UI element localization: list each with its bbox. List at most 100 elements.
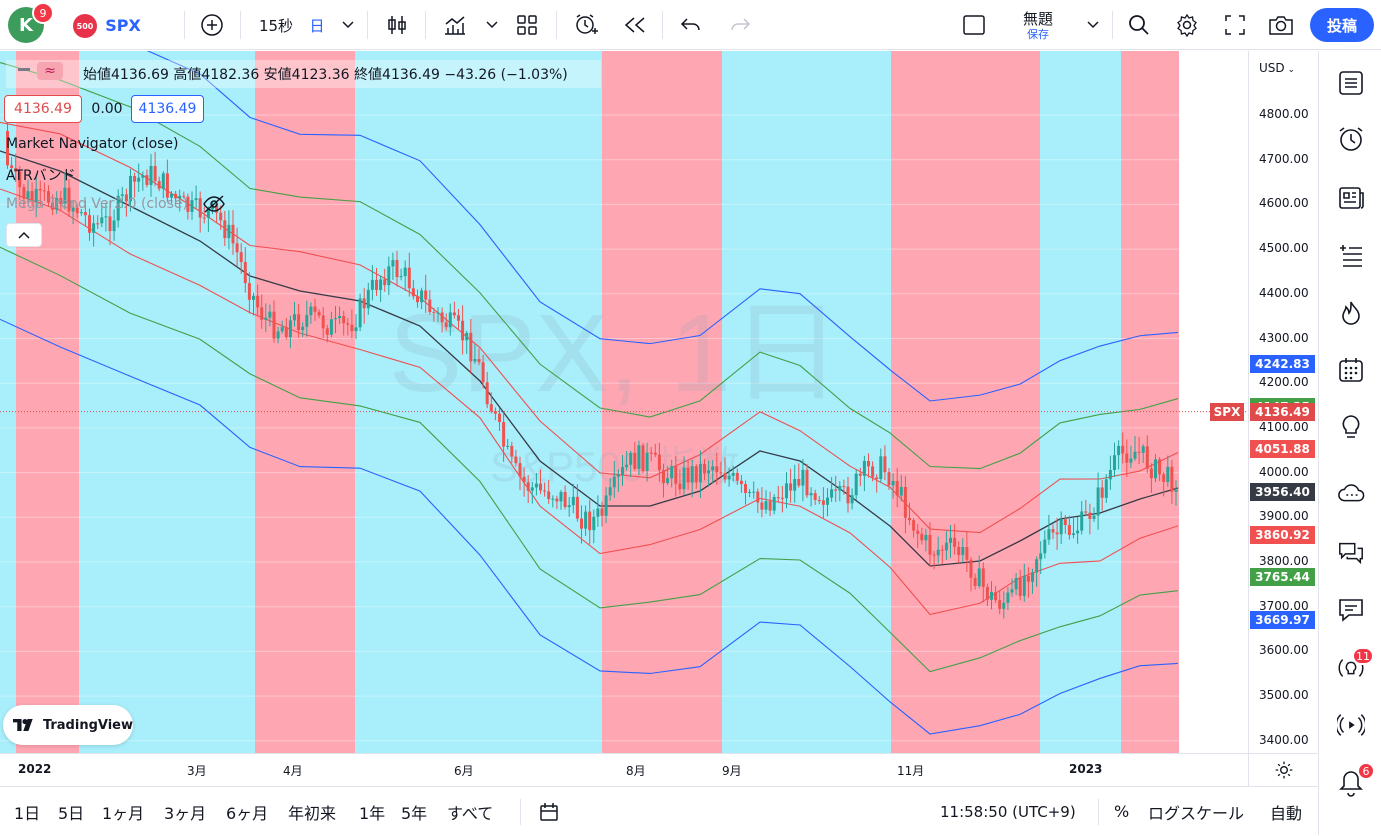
replay-icon[interactable] [620,0,650,50]
candle-body [1072,533,1075,535]
watchlist-icon[interactable] [1337,69,1365,97]
time-axis[interactable]: 2022 3月 4月 6月 8月 9月 11月 2023 [0,753,1318,786]
price-axis[interactable]: USD ⌄ 4800.00 4700.00 4600.00 4500.00 4400.0… [1248,51,1318,753]
layout-name-button[interactable]: 無題 保存 [1010,0,1066,50]
price-tick: 4700.00 [1259,151,1309,166]
currency-selector[interactable]: USD ⌄ [1259,61,1295,75]
trend-zones [0,51,1179,753]
candle-body [1035,559,1039,573]
candle-body [949,537,952,543]
layout-checkbox-icon[interactable] [960,0,988,50]
notifications-bell-icon[interactable] [1337,769,1365,797]
candle-body [329,319,333,335]
log-scale-toggle[interactable]: ログスケール [1148,803,1245,823]
interval-day-button[interactable]: 日 [309,16,325,35]
candle-body [403,267,407,277]
candle-body [338,315,342,319]
search-icon[interactable] [1124,0,1154,50]
candle-body [51,202,55,210]
candle-body [235,243,239,253]
candle-body [711,466,715,471]
candle-body [748,492,752,494]
wave-icon[interactable]: ≈ [37,62,63,80]
range-1m[interactable]: 1ヶ月 [102,803,145,823]
candle-body [420,290,424,303]
candle-body [1174,489,1178,492]
candle-body [284,327,288,338]
indicators-icon[interactable] [440,0,470,50]
percent-toggle[interactable]: % [1114,802,1130,821]
candle-body [1092,515,1096,519]
indicator-mega-trend[interactable]: Mega Trend Ver2.0 (close) [6,196,188,212]
alarm-clock-icon[interactable] [1337,125,1365,153]
chevron-down-icon[interactable] [1083,0,1103,50]
interval-15s-button[interactable]: 15秒 [258,16,294,35]
symbol-search-button[interactable]: SPX [105,15,141,35]
candle-body [834,489,838,491]
range-all[interactable]: すべて [447,803,494,823]
range-1d[interactable]: 1日 [14,803,41,823]
atr-lower-inner [0,188,1179,616]
chevron-down-icon[interactable] [482,0,502,50]
camera-icon[interactable] [1266,0,1296,50]
candle-body [366,289,370,309]
redo-icon[interactable] [727,0,753,50]
candle-body [854,473,858,496]
broadcast-play-icon[interactable] [1337,711,1365,739]
price-box-buy[interactable]: 4136.49 [131,95,204,123]
indicator-market-navigator[interactable]: Market Navigator (close) [6,136,179,152]
compare-add-icon[interactable] [197,0,227,50]
range-3m[interactable]: 3ヶ月 [164,803,207,823]
price-box-sell[interactable]: 4136.49 [4,95,82,123]
message-icon[interactable] [1337,596,1365,624]
range-6m[interactable]: 6ヶ月 [226,803,269,823]
publish-button[interactable]: 投稿 [1310,8,1374,42]
candle-body [994,591,998,601]
price-chart[interactable]: SPX, 1日 S&P500 指数 [0,51,1248,753]
eye-hidden-icon[interactable] [202,194,230,216]
alert-add-icon[interactable] [571,0,601,50]
candle-body [662,470,665,484]
chevron-up-icon [18,231,30,239]
goto-date-icon[interactable] [538,787,560,836]
layout-grid-icon[interactable] [513,0,541,50]
calendar-icon[interactable] [1337,356,1365,384]
price-tick: 3800.00 [1259,554,1309,568]
price-tick: 3700.00 [1259,598,1309,613]
price-tick: 4300.00 [1259,330,1309,345]
candle-body [731,472,735,476]
add-list-icon[interactable] [1337,242,1365,270]
collapse-legend-button[interactable] [6,223,42,247]
candles-chart-type-icon[interactable] [383,0,411,50]
candle-body [362,298,366,309]
chevron-down-icon[interactable] [338,0,358,50]
range-5d[interactable]: 5日 [58,803,85,823]
downtrend-zone [1121,51,1179,753]
undo-icon[interactable] [678,0,704,50]
candle-body [1100,487,1104,498]
chats-icon[interactable] [1337,539,1365,567]
range-1y[interactable]: 1年 [359,803,386,823]
hotlists-fire-icon[interactable] [1337,299,1365,327]
news-icon[interactable] [1337,184,1365,212]
clock-timezone[interactable]: 11:58:50 (UTC+9) [940,802,1076,821]
range-5y[interactable]: 5年 [401,803,428,823]
collapse-icon[interactable] [18,68,30,71]
uptrend-zone [355,51,602,753]
indicator-atr-band[interactable]: ATRバンド [6,168,76,184]
candle-body [309,306,313,316]
chat-cloud-icon[interactable] [1337,481,1365,509]
range-ytd[interactable]: 年初来 [288,803,337,823]
auto-scale-toggle[interactable]: 自動 [1270,803,1303,823]
candle-body [936,549,940,556]
candle-body [370,279,374,290]
fullscreen-icon[interactable] [1220,0,1250,50]
legend-ohlc-row: ≈ 始値4136.69 高値4182.36 安値4123.36 終値4136.4… [6,60,601,88]
candle-body [416,296,419,303]
gear-icon[interactable] [1172,0,1202,50]
ideas-lightbulb-icon[interactable] [1337,413,1365,441]
candle-body [358,298,362,328]
chart-pane[interactable]: SPX, 1日 S&P500 指数 ≈ 始値4136.69 高値4182.36 … [0,51,1248,753]
chart-settings-gear-icon[interactable] [1248,754,1319,786]
tradingview-logo[interactable]: TradingView [3,705,133,745]
